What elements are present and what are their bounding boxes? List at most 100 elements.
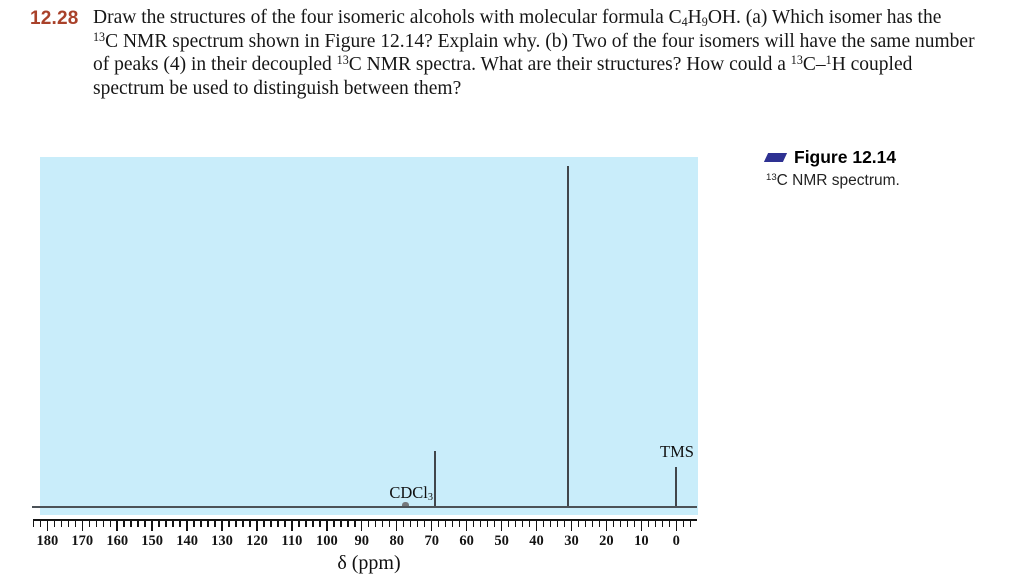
- axis-minor-tick: [109, 521, 111, 527]
- axis-minor-tick: [528, 521, 531, 527]
- nmr-peak: [675, 467, 678, 507]
- axis-minor-tick: [340, 521, 342, 527]
- axis-major-tick: [221, 521, 223, 531]
- axis-tick-label: 80: [389, 533, 404, 549]
- axis-minor-tick: [633, 521, 636, 527]
- axis-tick-label: 120: [246, 533, 268, 549]
- axis-tick-label: 20: [599, 533, 614, 549]
- axis-major-tick: [291, 521, 293, 531]
- axis-minor-tick: [228, 521, 230, 527]
- axis-minor-tick: [403, 521, 405, 527]
- spectrum-baseline: [32, 506, 697, 508]
- axis-minor-tick: [472, 521, 475, 527]
- axis-minor-tick: [214, 521, 216, 527]
- axis-minor-tick: [172, 521, 174, 527]
- axis-major-tick: [396, 521, 398, 531]
- axis-minor-tick: [74, 521, 76, 527]
- axis-minor-tick: [451, 521, 454, 527]
- problem-text-line: spectrum be used to distinguish between …: [93, 77, 462, 99]
- axis-minor-tick: [242, 521, 244, 527]
- axis-tick-label: 0: [672, 533, 680, 549]
- axis-major-tick: [116, 521, 118, 531]
- axis-minor-tick: [249, 521, 251, 527]
- axis-major-tick: [186, 521, 188, 531]
- nmr-peak: [566, 166, 569, 507]
- axis-minor-tick: [542, 521, 545, 527]
- axis-minor-tick: [661, 521, 663, 527]
- axis-minor-tick: [591, 521, 594, 527]
- axis-minor-tick: [619, 521, 622, 527]
- axis-minor-tick: [88, 521, 90, 527]
- axis-minor-tick: [347, 521, 349, 527]
- axis-major-tick: [361, 521, 363, 531]
- axis-minor-tick: [179, 521, 181, 527]
- axis-minor-tick: [444, 521, 447, 527]
- axis-major-tick: [326, 521, 328, 531]
- axis-minor-tick: [144, 521, 146, 527]
- axis-minor-tick: [277, 521, 279, 527]
- axis-tick-label: 160: [106, 533, 129, 549]
- axis-minor-tick: [130, 521, 132, 527]
- axis-major-tick: [46, 521, 48, 531]
- axis-tick-label: 30: [564, 533, 579, 549]
- axis-minor-tick: [368, 521, 370, 527]
- axis-tick-label: 180: [36, 533, 59, 549]
- axis-minor-tick: [158, 521, 160, 527]
- axis-minor-tick: [39, 521, 41, 527]
- axis-minor-tick: [479, 521, 482, 527]
- axis-minor-tick: [305, 521, 307, 527]
- axis-minor-tick: [563, 521, 566, 527]
- axis-minor-tick: [67, 521, 69, 527]
- axis-minor-tick: [556, 521, 559, 527]
- axis-tick-label: 170: [71, 533, 94, 549]
- figure-caption-subtitle: 13C NMR spectrum.: [766, 172, 900, 189]
- solvent-bump-peak: [401, 502, 409, 507]
- axis-major-tick: [430, 521, 433, 531]
- problem-number: 12.28: [30, 8, 79, 29]
- axis-tick-label: 50: [494, 533, 509, 549]
- axis-minor-tick: [95, 521, 97, 527]
- figure-caption-title-row: Figure 12.14: [763, 147, 996, 168]
- figure-caption: Figure 12.14 13C NMR spectrum.: [763, 147, 996, 190]
- axis-major-tick: [500, 521, 503, 531]
- axis-major-tick: [605, 521, 608, 531]
- axis-minor-tick: [410, 521, 412, 527]
- axis-tick-label: 150: [141, 533, 163, 549]
- problem-text-line: of peaks (4) in their decoupled 13C NMR …: [93, 53, 913, 76]
- problem-text: Draw the structures of the four isomeric…: [93, 6, 1024, 100]
- axis-major-tick: [570, 521, 573, 531]
- axis-minor-tick: [598, 521, 601, 527]
- axis-tick-label: 10: [634, 533, 649, 549]
- axis-minor-tick: [207, 521, 209, 527]
- axis-minor-tick: [417, 521, 419, 527]
- axis-minor-tick: [382, 521, 384, 527]
- axis-tick-label: 90: [354, 533, 370, 549]
- axis-minor-tick: [626, 521, 629, 527]
- axis-tick-label: 110: [281, 533, 303, 549]
- axis-minor-tick: [549, 521, 552, 527]
- axis-minor-tick: [389, 521, 391, 527]
- axis-minor-tick: [689, 521, 691, 527]
- axis-minor-tick: [102, 521, 104, 527]
- cdcl3-solvent-label: CDCl3: [389, 483, 433, 504]
- figure-caption-title: Figure 12.14: [794, 147, 897, 167]
- axis-minor-tick: [284, 521, 286, 527]
- axis-minor-tick: [668, 521, 670, 527]
- problem-text-line: 13C NMR spectrum shown in Figure 12.14? …: [93, 29, 975, 52]
- axis-minor-tick: [354, 521, 356, 527]
- axis-minor-tick: [493, 521, 496, 527]
- axis-tick-label: 70: [424, 533, 439, 549]
- axis-minor-tick: [32, 521, 35, 527]
- axis-minor-tick: [270, 521, 272, 527]
- axis-minor-tick: [577, 521, 580, 527]
- x-axis-ruler: 180 170 160 150 140 130 120 110 100 90 80 70 60 50 40 3…: [32, 519, 697, 567]
- axis-minor-tick: [424, 521, 426, 527]
- axis-tick-label: 100: [315, 533, 338, 549]
- axis-major-tick: [465, 521, 468, 531]
- axis-major-tick: [535, 521, 538, 531]
- axis-minor-tick: [165, 521, 167, 527]
- axis-minor-tick: [123, 521, 125, 527]
- nmr-peak: [434, 451, 437, 507]
- axis-minor-tick: [437, 521, 440, 527]
- axis-major-tick: [151, 521, 153, 531]
